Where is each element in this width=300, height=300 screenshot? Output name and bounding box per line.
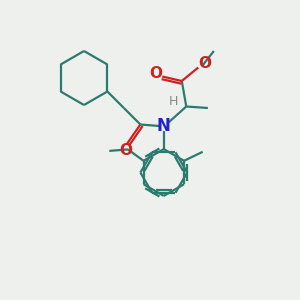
Text: O: O xyxy=(198,56,212,71)
Text: H: H xyxy=(169,94,178,108)
Text: O: O xyxy=(149,66,162,81)
Text: N: N xyxy=(157,117,171,135)
Text: O: O xyxy=(119,143,132,158)
